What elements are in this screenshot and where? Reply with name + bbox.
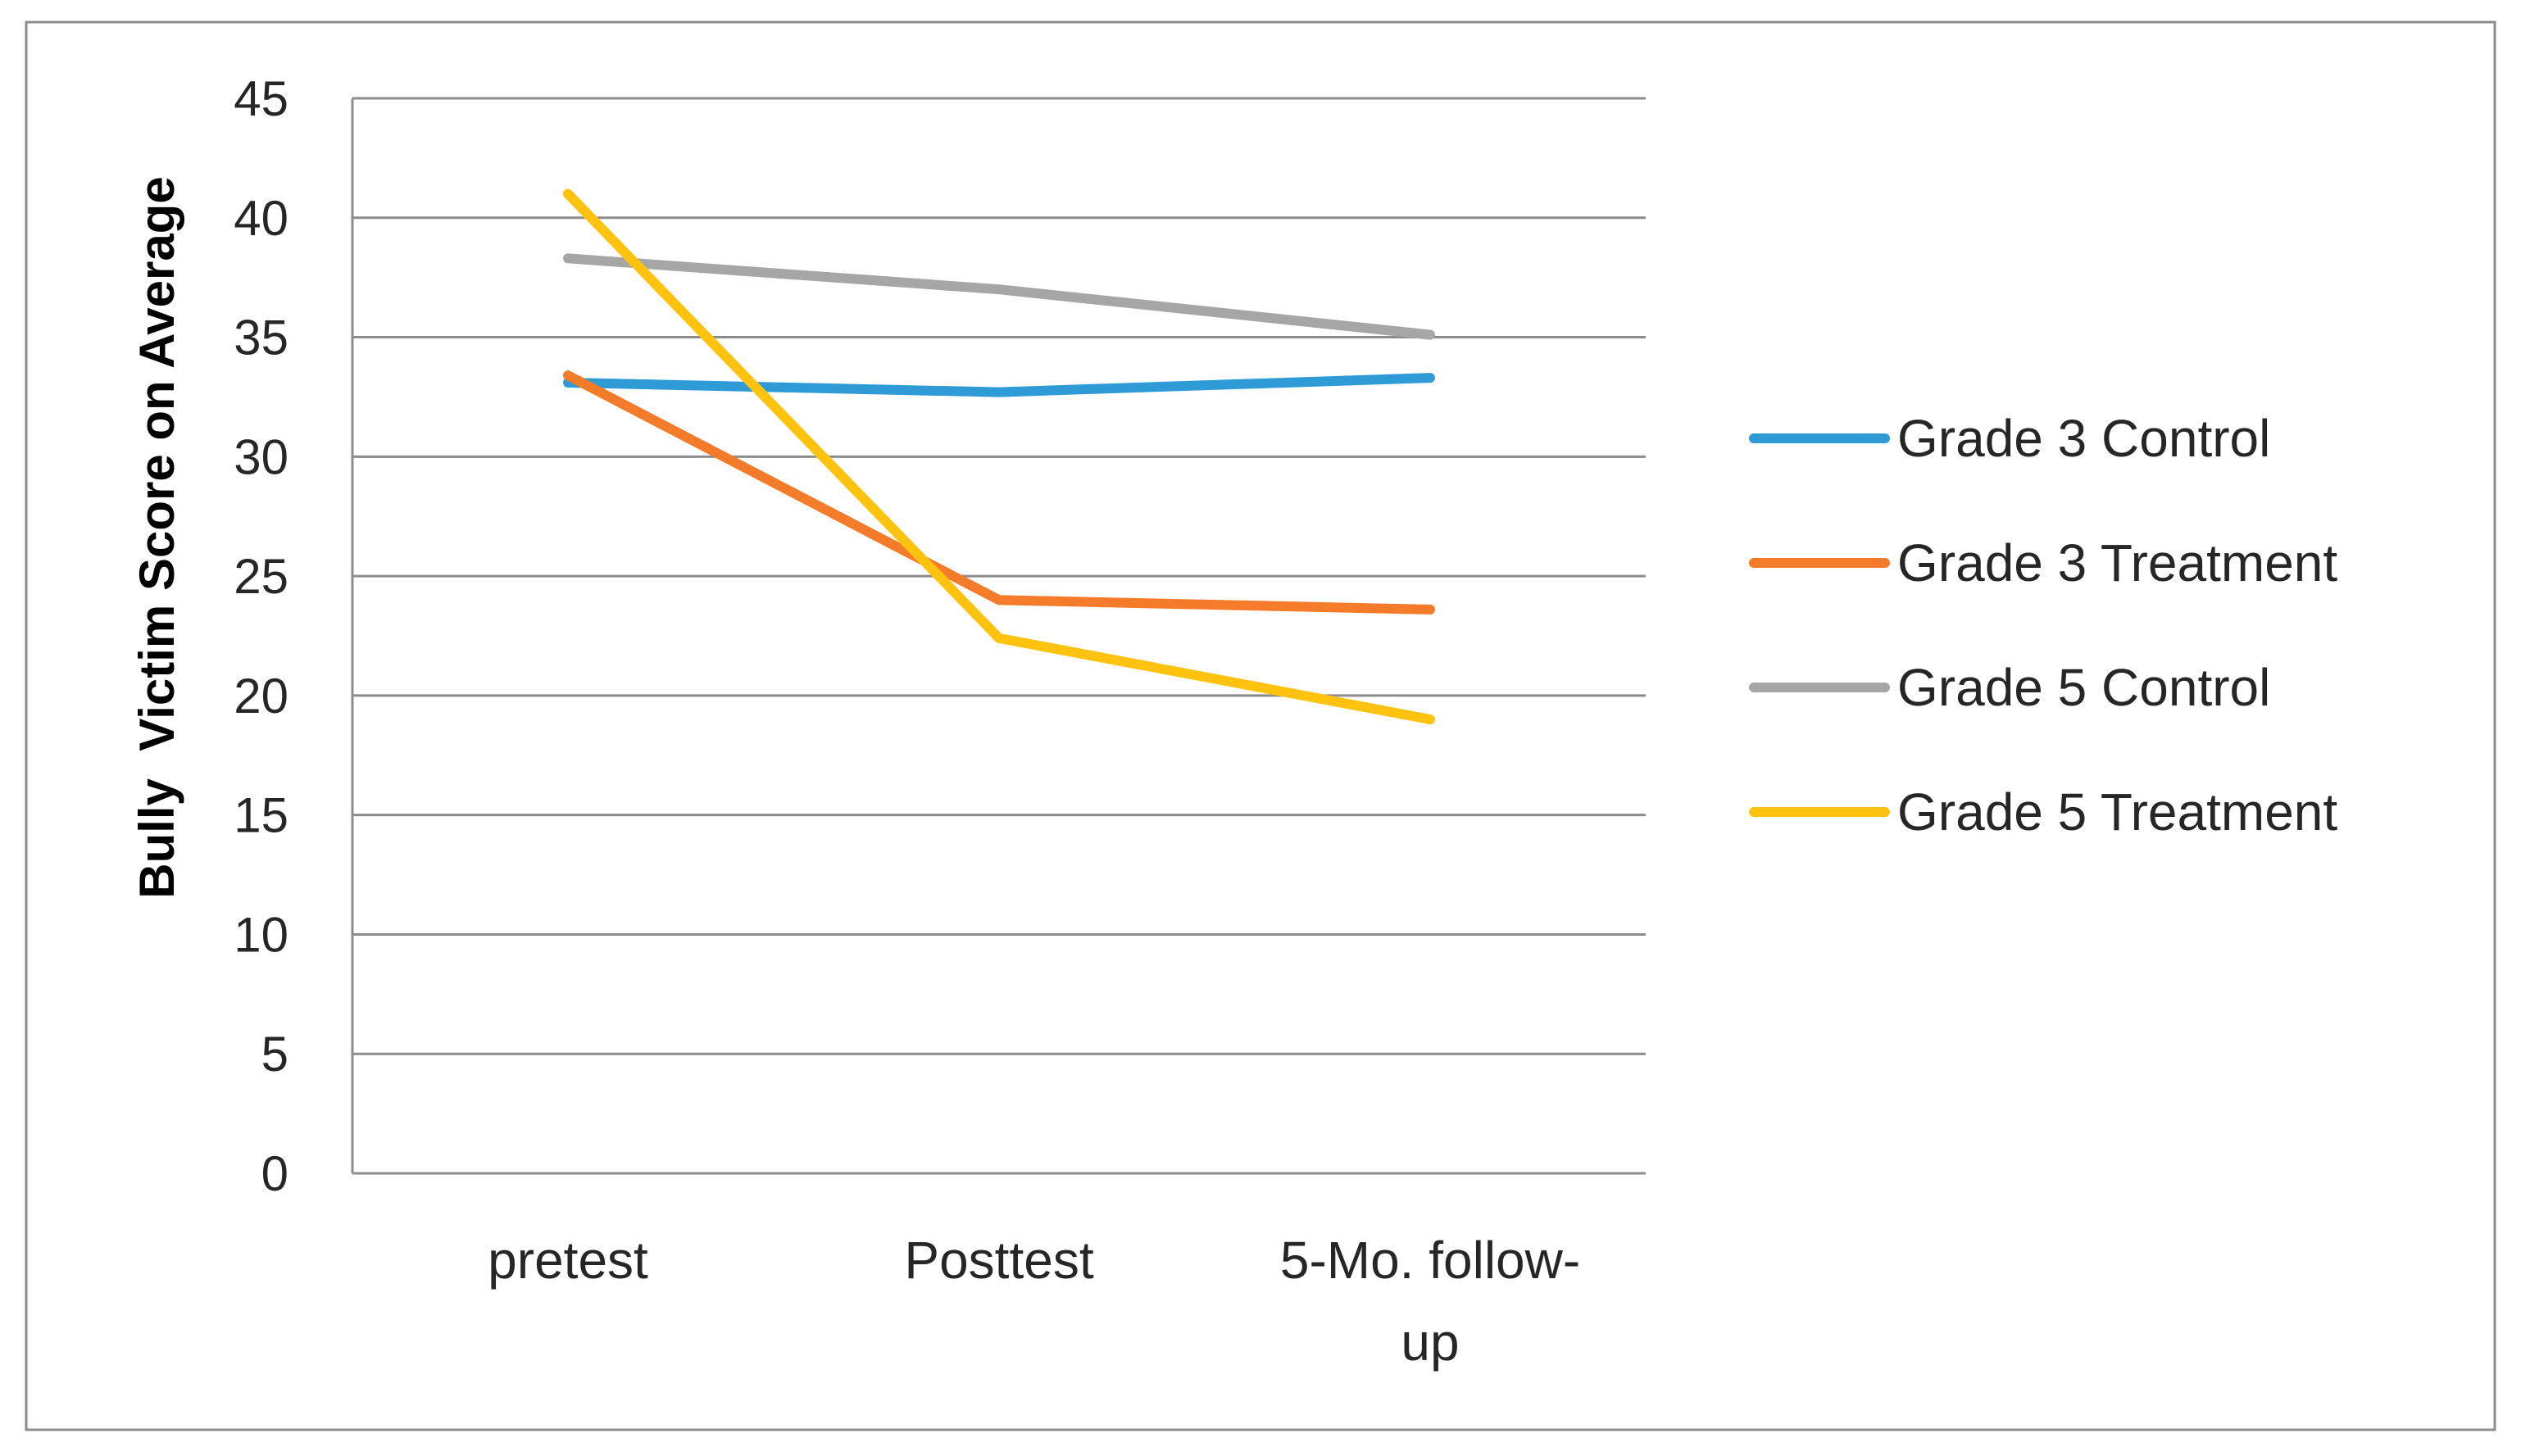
series-line-grade-3-treatment	[563, 370, 1435, 615]
legend-label-grade-3-control: Grade 3 Control	[1897, 409, 2270, 468]
y-axis-tick-labels: 0 5 10 15 20 25 30 35 40 45	[234, 71, 288, 1201]
legend-label-grade-3-treatment: Grade 3 Treatment	[1897, 533, 2337, 592]
x-tick-label-0: pretest	[488, 1231, 648, 1290]
y-tick-label-35: 35	[234, 311, 288, 365]
series-line-grade-5-control	[563, 253, 1435, 340]
y-tick-label-5: 5	[261, 1027, 288, 1082]
legend-label-grade-5-treatment: Grade 5 Treatment	[1897, 782, 2337, 841]
y-tick-label-0: 0	[261, 1146, 288, 1201]
series-lines	[563, 188, 1435, 724]
series-line-grade-3-control	[563, 373, 1435, 397]
y-tick-label-15: 15	[234, 788, 288, 843]
x-tick-label-1: Posttest	[904, 1231, 1093, 1290]
series-line-grade-5-treatment	[563, 188, 1435, 724]
chart-border	[25, 20, 2496, 1431]
y-tick-label-40: 40	[234, 191, 288, 246]
x-tick-label-2: 5-Mo. follow-up	[1280, 1231, 1580, 1372]
legend: Grade 3 Control Grade 3 Treatment Grade 5 …	[1749, 409, 2337, 841]
y-axis-title: Bully Victim Score on Average	[129, 176, 184, 898]
y-tick-label-10: 10	[234, 907, 288, 962]
legend-label-grade-5-control: Grade 5 Control	[1897, 658, 2270, 717]
y-tick-label-30: 30	[234, 429, 288, 484]
y-tick-label-25: 25	[234, 549, 288, 604]
y-tick-label-20: 20	[234, 669, 288, 723]
gridlines	[351, 97, 1646, 1175]
y-tick-label-45: 45	[234, 71, 288, 126]
x-axis-tick-labels: pretest Posttest 5-Mo. follow-up	[488, 1231, 1580, 1372]
